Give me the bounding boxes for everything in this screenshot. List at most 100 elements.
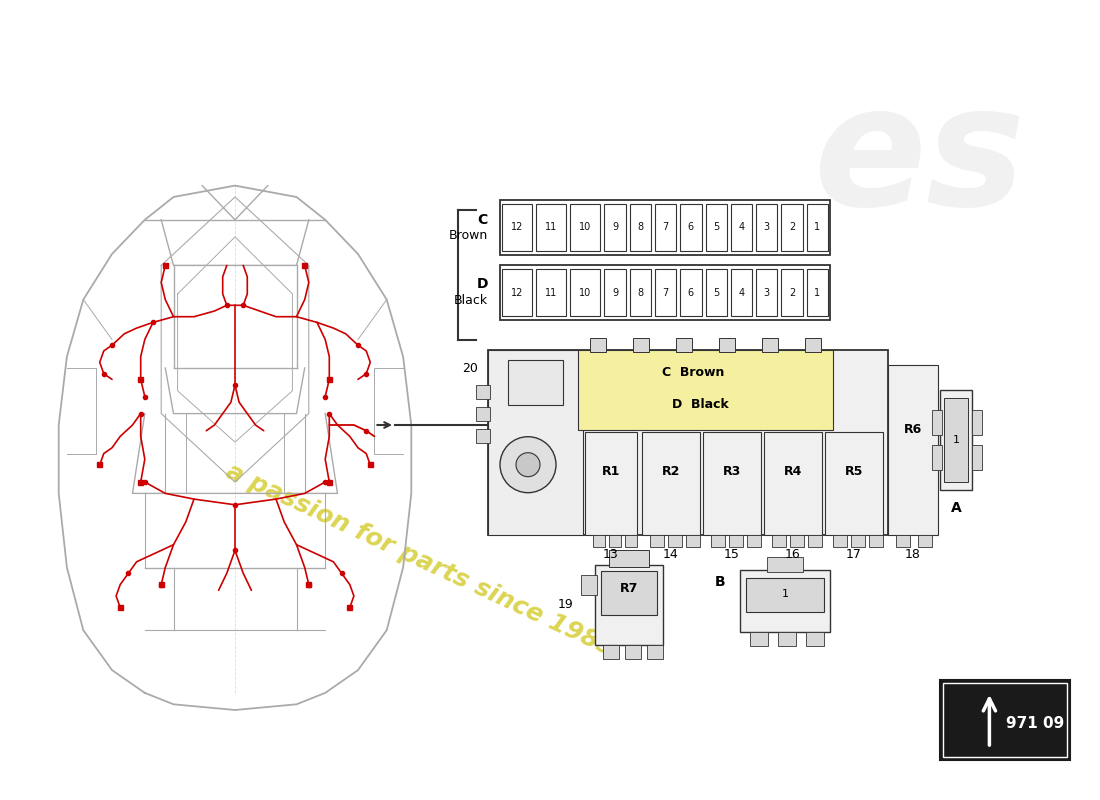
Bar: [502, 204, 532, 251]
Bar: [808, 535, 822, 547]
Bar: [488, 350, 888, 535]
Bar: [703, 432, 761, 535]
Text: D: D: [476, 278, 488, 291]
Bar: [778, 632, 796, 646]
Bar: [476, 407, 490, 421]
Bar: [595, 565, 663, 645]
Text: 4: 4: [738, 287, 745, 298]
Bar: [654, 204, 676, 251]
Bar: [806, 204, 828, 251]
Bar: [932, 410, 942, 435]
Bar: [772, 535, 786, 547]
Bar: [590, 338, 606, 352]
Text: C  Brown: C Brown: [661, 366, 724, 379]
Bar: [585, 432, 637, 535]
Bar: [676, 338, 692, 352]
Bar: [762, 338, 778, 352]
Bar: [650, 535, 664, 547]
Bar: [139, 479, 143, 485]
Bar: [625, 535, 637, 547]
Circle shape: [516, 453, 540, 477]
Text: 1: 1: [814, 287, 821, 298]
Bar: [781, 269, 803, 316]
Bar: [740, 570, 830, 632]
Bar: [711, 535, 725, 547]
Bar: [869, 535, 883, 547]
Text: 9: 9: [612, 287, 618, 298]
Text: 11: 11: [546, 222, 558, 233]
Text: 4: 4: [738, 222, 745, 233]
Bar: [747, 535, 761, 547]
Text: 8: 8: [637, 222, 644, 233]
Bar: [629, 269, 651, 316]
Bar: [608, 550, 649, 567]
Bar: [705, 269, 727, 316]
Text: 1: 1: [953, 435, 959, 445]
Bar: [570, 204, 601, 251]
Text: a passion for parts since 1985: a passion for parts since 1985: [222, 459, 618, 661]
Text: 19: 19: [558, 598, 573, 611]
Text: 14: 14: [663, 549, 679, 562]
Text: 6: 6: [688, 287, 694, 298]
Text: R2: R2: [662, 465, 680, 478]
Text: 5: 5: [713, 222, 719, 233]
Bar: [327, 479, 332, 485]
Bar: [790, 535, 804, 547]
Text: 2: 2: [789, 222, 795, 233]
Text: 7: 7: [662, 222, 669, 233]
Bar: [940, 390, 972, 490]
Bar: [686, 535, 700, 547]
Bar: [500, 265, 830, 320]
Text: 12: 12: [510, 287, 524, 298]
Bar: [476, 385, 490, 399]
Bar: [118, 605, 123, 610]
Bar: [746, 578, 824, 612]
Bar: [944, 398, 968, 482]
Bar: [609, 535, 622, 547]
Bar: [593, 535, 605, 547]
Text: Brown: Brown: [449, 229, 488, 242]
Text: es: es: [814, 78, 1026, 242]
Bar: [536, 204, 566, 251]
Bar: [918, 535, 932, 547]
Text: R7: R7: [619, 582, 638, 595]
Bar: [647, 645, 663, 659]
Text: 16: 16: [785, 549, 801, 562]
Text: 13: 13: [603, 549, 619, 562]
Bar: [632, 338, 649, 352]
Bar: [940, 680, 1070, 760]
Text: 5: 5: [713, 287, 719, 298]
Bar: [906, 411, 916, 482]
Bar: [943, 683, 1067, 757]
Text: 10: 10: [580, 287, 592, 298]
Bar: [756, 204, 778, 251]
Text: 10: 10: [580, 222, 592, 233]
Text: R6: R6: [904, 423, 922, 436]
Text: R4: R4: [784, 465, 802, 478]
Text: B: B: [714, 575, 725, 589]
Bar: [806, 269, 828, 316]
Bar: [896, 535, 910, 547]
Bar: [756, 269, 778, 316]
Bar: [476, 429, 490, 443]
Text: 18: 18: [905, 549, 921, 562]
Text: 11: 11: [546, 287, 558, 298]
Bar: [581, 575, 597, 595]
Bar: [302, 263, 307, 268]
Bar: [158, 582, 164, 587]
Text: 1: 1: [781, 589, 789, 598]
Bar: [97, 462, 102, 467]
Bar: [348, 605, 352, 610]
Text: 9: 9: [612, 222, 618, 233]
Bar: [833, 535, 847, 547]
Bar: [629, 204, 651, 251]
Bar: [972, 445, 982, 470]
Bar: [851, 535, 865, 547]
Text: 6: 6: [688, 222, 694, 233]
Bar: [680, 269, 702, 316]
Bar: [972, 410, 982, 435]
Text: R3: R3: [723, 465, 741, 478]
Bar: [625, 645, 641, 659]
Bar: [932, 445, 942, 470]
Bar: [767, 557, 803, 572]
